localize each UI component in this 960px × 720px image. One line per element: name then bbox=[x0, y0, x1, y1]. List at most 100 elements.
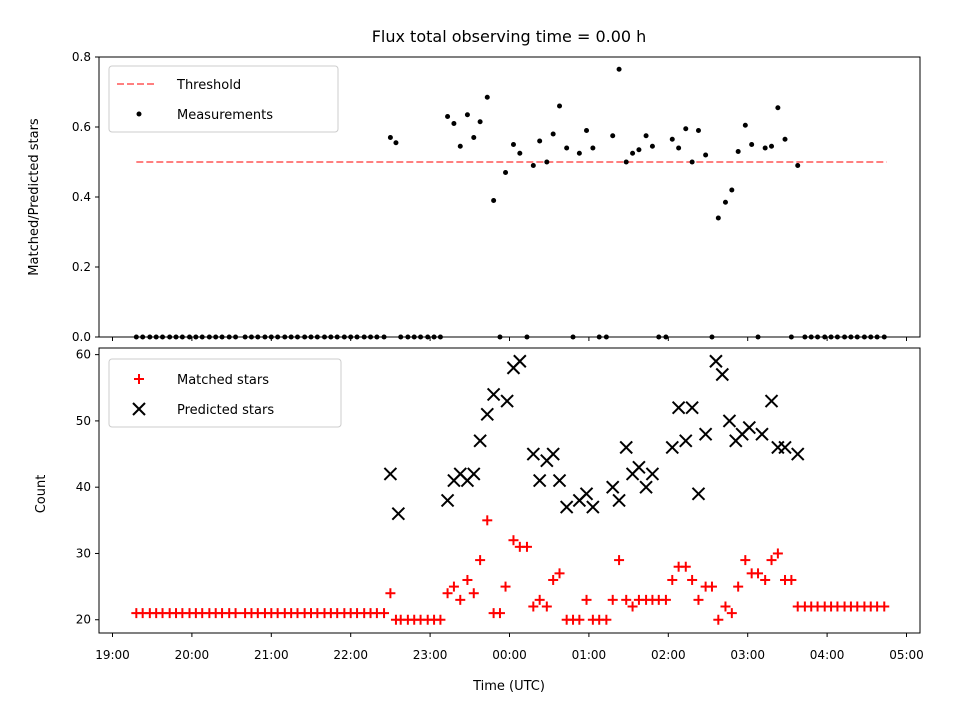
predicted-star-point bbox=[619, 440, 633, 455]
matched-star-point bbox=[500, 581, 511, 592]
top-y-tick-label: 0.0 bbox=[72, 330, 91, 344]
x-tick-label: 00:00 bbox=[492, 648, 527, 662]
x-tick-label: 02:00 bbox=[651, 648, 686, 662]
matched-star-point bbox=[680, 561, 691, 572]
measurement-point bbox=[457, 143, 463, 149]
measurement-point bbox=[782, 136, 788, 142]
measurement-point bbox=[544, 159, 550, 165]
measurement-point bbox=[854, 334, 860, 340]
matched-star-point bbox=[548, 574, 559, 585]
predicted-star-point bbox=[579, 487, 594, 501]
top-legend: Threshold Measurements bbox=[108, 65, 339, 133]
measurement-point bbox=[213, 334, 219, 340]
matched-star-point bbox=[601, 614, 612, 625]
predicted-marker-b bbox=[532, 473, 547, 488]
matched-star-point bbox=[627, 601, 638, 612]
predicted-star-point bbox=[480, 407, 494, 421]
matched-star-point bbox=[494, 608, 505, 619]
predicted-marker-b bbox=[679, 434, 693, 448]
measurement-point bbox=[431, 334, 437, 340]
measurement-point bbox=[219, 334, 225, 340]
predicted-marker-b bbox=[755, 427, 769, 441]
matched-star-point bbox=[448, 581, 459, 592]
bottom-y-tick-label: 20 bbox=[76, 613, 91, 627]
measurement-point bbox=[275, 334, 281, 340]
predicted-star-point bbox=[612, 493, 626, 508]
predicted-star-point bbox=[791, 447, 805, 461]
predicted-marker-b bbox=[500, 394, 514, 408]
measurement-point bbox=[610, 133, 616, 139]
matched-star-point bbox=[541, 601, 552, 612]
measurement-point bbox=[557, 103, 563, 109]
measurement-point bbox=[755, 334, 761, 340]
measurement-point bbox=[656, 334, 662, 340]
x-tick-label: 23:00 bbox=[413, 648, 448, 662]
predicted-marker-b bbox=[691, 487, 706, 501]
top-y-tick-label: 0.2 bbox=[72, 260, 91, 274]
measurement-point bbox=[302, 334, 308, 340]
measurement-point bbox=[636, 147, 642, 153]
predicted-marker-b bbox=[546, 447, 560, 461]
matched-star-point bbox=[760, 574, 771, 585]
predicted-marker-b bbox=[467, 467, 481, 481]
predicted-star-point bbox=[665, 440, 679, 455]
measurement-point bbox=[775, 105, 781, 111]
x-tick-label: 19:00 bbox=[95, 648, 130, 662]
matched-star-point bbox=[468, 588, 479, 599]
predicted-marker-b bbox=[486, 387, 501, 402]
matched-star-point bbox=[482, 515, 493, 526]
measurement-point bbox=[643, 133, 649, 139]
measurement-point bbox=[334, 334, 340, 340]
predicted-star-point bbox=[691, 487, 706, 501]
measurement-point bbox=[147, 334, 153, 340]
measurement-point bbox=[709, 334, 715, 340]
measurement-point bbox=[822, 334, 828, 340]
measurement-point bbox=[321, 334, 327, 340]
matched-star-point bbox=[720, 601, 731, 612]
bottom-y-tick-label: 50 bbox=[76, 414, 91, 428]
measurement-point bbox=[308, 334, 314, 340]
bottom-y-ticks: 20 30 40 50 60 bbox=[76, 348, 99, 627]
measurement-point bbox=[398, 334, 404, 340]
predicted-star-point bbox=[486, 387, 501, 402]
matched-star-point bbox=[379, 608, 390, 619]
measurement-point bbox=[491, 198, 497, 203]
measurement-point bbox=[206, 334, 212, 340]
measurement-point bbox=[160, 334, 166, 340]
x-tick-label: 21:00 bbox=[254, 648, 289, 662]
measurement-point bbox=[842, 334, 848, 340]
predicted-star-point bbox=[467, 467, 481, 481]
measurement-point bbox=[187, 334, 193, 340]
measurement-point bbox=[802, 334, 808, 340]
measurement-point bbox=[133, 334, 139, 340]
matched-star-point bbox=[740, 555, 751, 566]
measurement-point bbox=[815, 334, 821, 340]
top-y-ticks: 0.0 0.2 0.4 0.6 0.8 bbox=[72, 50, 99, 344]
x-tick-label: 04:00 bbox=[810, 648, 845, 662]
measurement-point bbox=[193, 334, 199, 340]
measurement-point bbox=[861, 334, 867, 340]
predicted-star-point bbox=[645, 467, 660, 481]
x-tick-label: 03:00 bbox=[730, 648, 765, 662]
matched-star-point bbox=[766, 555, 777, 566]
matched-star-point bbox=[508, 535, 519, 546]
legend-measurements-label: Measurements bbox=[177, 108, 273, 123]
top-y-tick-label: 0.8 bbox=[72, 50, 91, 64]
matched-star-point bbox=[726, 608, 737, 619]
measurement-point bbox=[503, 170, 509, 175]
measurement-point bbox=[242, 334, 248, 340]
measurement-point bbox=[255, 334, 261, 340]
matched-star-point bbox=[753, 568, 764, 579]
predicted-marker-b bbox=[559, 500, 574, 514]
matched-star-point bbox=[693, 594, 704, 605]
predicted-marker-b bbox=[391, 506, 406, 521]
measurement-point bbox=[676, 145, 682, 151]
measurement-point bbox=[874, 334, 880, 340]
measurement-point bbox=[497, 334, 503, 340]
measurement-point bbox=[199, 334, 205, 340]
predicted-star-point bbox=[391, 506, 406, 521]
legend-predicted-marker bbox=[132, 402, 146, 416]
measurement-point bbox=[437, 334, 443, 340]
measurement-point bbox=[749, 142, 755, 147]
measurement-point bbox=[328, 334, 334, 340]
